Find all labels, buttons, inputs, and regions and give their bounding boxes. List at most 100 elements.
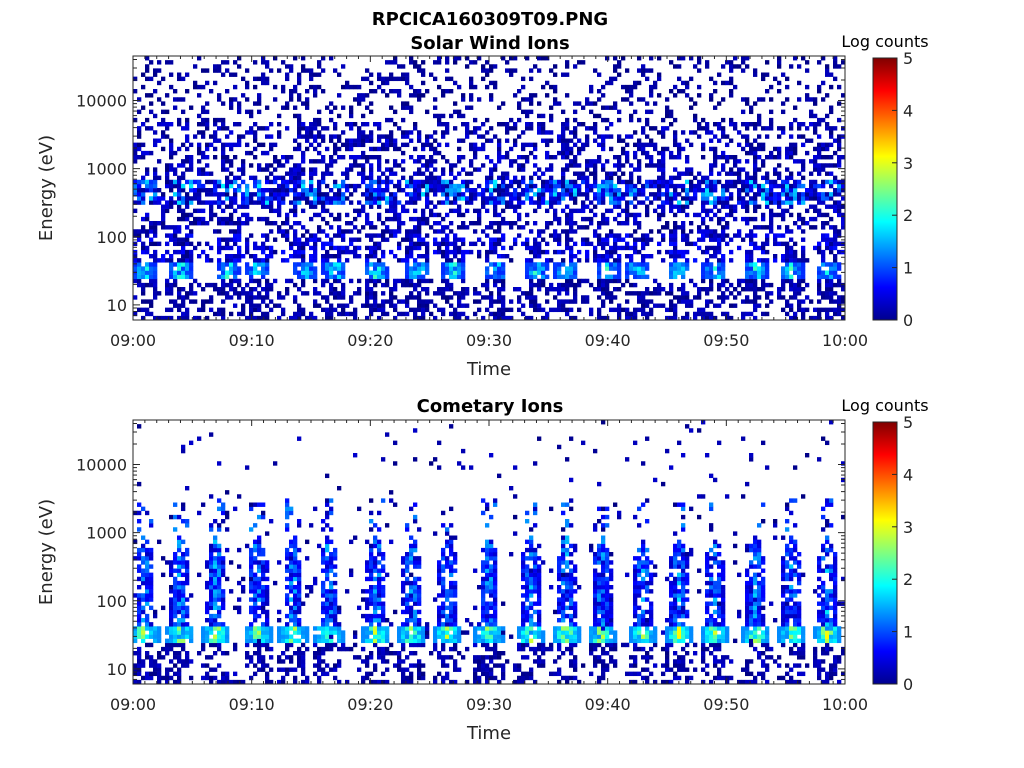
heatmap-cell xyxy=(237,216,242,222)
heatmap-cell xyxy=(205,117,210,123)
heatmap-cell xyxy=(205,101,210,106)
heatmap-cell xyxy=(761,258,766,263)
colorbar-label-solar-wind: Log counts xyxy=(841,32,928,51)
heatmap-cell xyxy=(625,262,630,267)
heatmap-cell xyxy=(765,126,770,131)
heatmap-cell xyxy=(697,307,702,313)
heatmap-cell xyxy=(593,175,598,181)
heatmap-cell xyxy=(389,200,394,205)
heatmap-cell xyxy=(837,229,842,234)
heatmap-cell xyxy=(529,101,534,106)
heatmap-cell xyxy=(801,163,806,168)
heatmap-cell xyxy=(397,225,402,230)
heatmap-cell xyxy=(505,192,510,197)
heatmap-cell xyxy=(349,229,354,234)
heatmap-cell xyxy=(345,196,350,201)
heatmap-cell xyxy=(629,183,634,189)
heatmap-cell xyxy=(309,216,314,222)
heatmap-cell xyxy=(585,179,590,185)
heatmap-cell xyxy=(669,60,674,65)
heatmap-cell xyxy=(257,291,262,296)
heatmap-cell xyxy=(181,126,186,131)
heatmap-cell xyxy=(337,278,342,284)
heatmap-cell xyxy=(325,307,330,313)
heatmap-cell xyxy=(329,241,334,247)
heatmap-cell xyxy=(453,183,458,189)
heatmap-cell xyxy=(189,287,194,292)
heatmap-cell xyxy=(709,216,714,222)
heatmap-cell xyxy=(309,84,314,90)
heatmap-cell xyxy=(309,134,314,139)
heatmap-cell xyxy=(225,155,230,160)
heatmap-cell xyxy=(273,237,278,242)
heatmap-cell xyxy=(793,241,798,247)
heatmap-cell xyxy=(277,229,282,234)
heatmap-cell xyxy=(657,196,662,201)
heatmap-cell xyxy=(629,233,634,238)
heatmap-cell xyxy=(337,212,342,218)
heatmap-cell xyxy=(697,126,702,131)
heatmap-cell xyxy=(501,287,506,292)
heatmap-cell xyxy=(153,278,158,284)
heatmap-cell xyxy=(413,126,418,131)
heatmap-cell xyxy=(565,212,570,218)
heatmap-cell xyxy=(285,192,290,197)
heatmap-cell xyxy=(273,196,278,201)
heatmap-cell xyxy=(649,93,654,98)
heatmap-cell xyxy=(533,299,538,304)
heatmap-cell xyxy=(757,122,762,127)
heatmap-cell xyxy=(717,295,722,300)
heatmap-cell xyxy=(357,142,362,148)
heatmap-cell xyxy=(429,163,434,168)
heatmap-cell xyxy=(133,593,138,598)
heatmap-cell xyxy=(785,270,790,275)
heatmap-cell xyxy=(217,117,222,123)
y-axis-label-solar-wind: Energy (eV) xyxy=(36,135,57,241)
heatmap-cell xyxy=(513,142,518,148)
heatmap-cell xyxy=(173,274,178,280)
heatmap-cell xyxy=(749,249,754,255)
heatmap-cell xyxy=(457,212,462,218)
heatmap-cell xyxy=(721,204,726,209)
heatmap-cell xyxy=(641,188,646,193)
heatmap-cell xyxy=(569,150,574,156)
heatmap-cell xyxy=(501,311,506,317)
heatmap-cell xyxy=(789,258,794,263)
heatmap-cell xyxy=(445,270,450,275)
heatmap-cell xyxy=(357,97,362,102)
heatmap-cell xyxy=(337,249,342,255)
heatmap-cell xyxy=(405,179,410,185)
heatmap-cell xyxy=(569,196,574,201)
heatmap-cell xyxy=(353,97,358,102)
heatmap-cell xyxy=(369,155,374,160)
heatmap-cell xyxy=(669,204,674,209)
heatmap-cell xyxy=(141,307,146,313)
heatmap-cell xyxy=(717,138,722,143)
heatmap-cell xyxy=(493,204,498,209)
heatmap-cell xyxy=(293,183,298,189)
heatmap-cell xyxy=(477,146,482,152)
heatmap-cell xyxy=(269,221,274,226)
heatmap-cell xyxy=(781,295,786,300)
heatmap-cell xyxy=(429,208,434,214)
heatmap-cell xyxy=(769,126,774,131)
heatmap-cell xyxy=(833,208,838,214)
heatmap-cell xyxy=(305,237,310,242)
heatmap-cell xyxy=(133,266,138,271)
heatmap-cell xyxy=(181,303,186,308)
heatmap-cell xyxy=(805,93,810,98)
heatmap-cell xyxy=(265,303,270,308)
heatmap-cell xyxy=(397,311,402,317)
heatmap-cell xyxy=(781,258,786,263)
heatmap-cell xyxy=(529,266,534,271)
heatmap-cell xyxy=(205,254,210,259)
heatmap-cell xyxy=(721,291,726,296)
heatmap-cell xyxy=(545,167,550,172)
heatmap-cell xyxy=(245,84,250,90)
heatmap-cell xyxy=(577,138,582,143)
heatmap-cell xyxy=(449,262,454,267)
heatmap-cell xyxy=(369,221,374,226)
heatmap-cell xyxy=(817,266,822,271)
heatmap-cell xyxy=(209,245,214,251)
heatmap-cell xyxy=(657,287,662,292)
